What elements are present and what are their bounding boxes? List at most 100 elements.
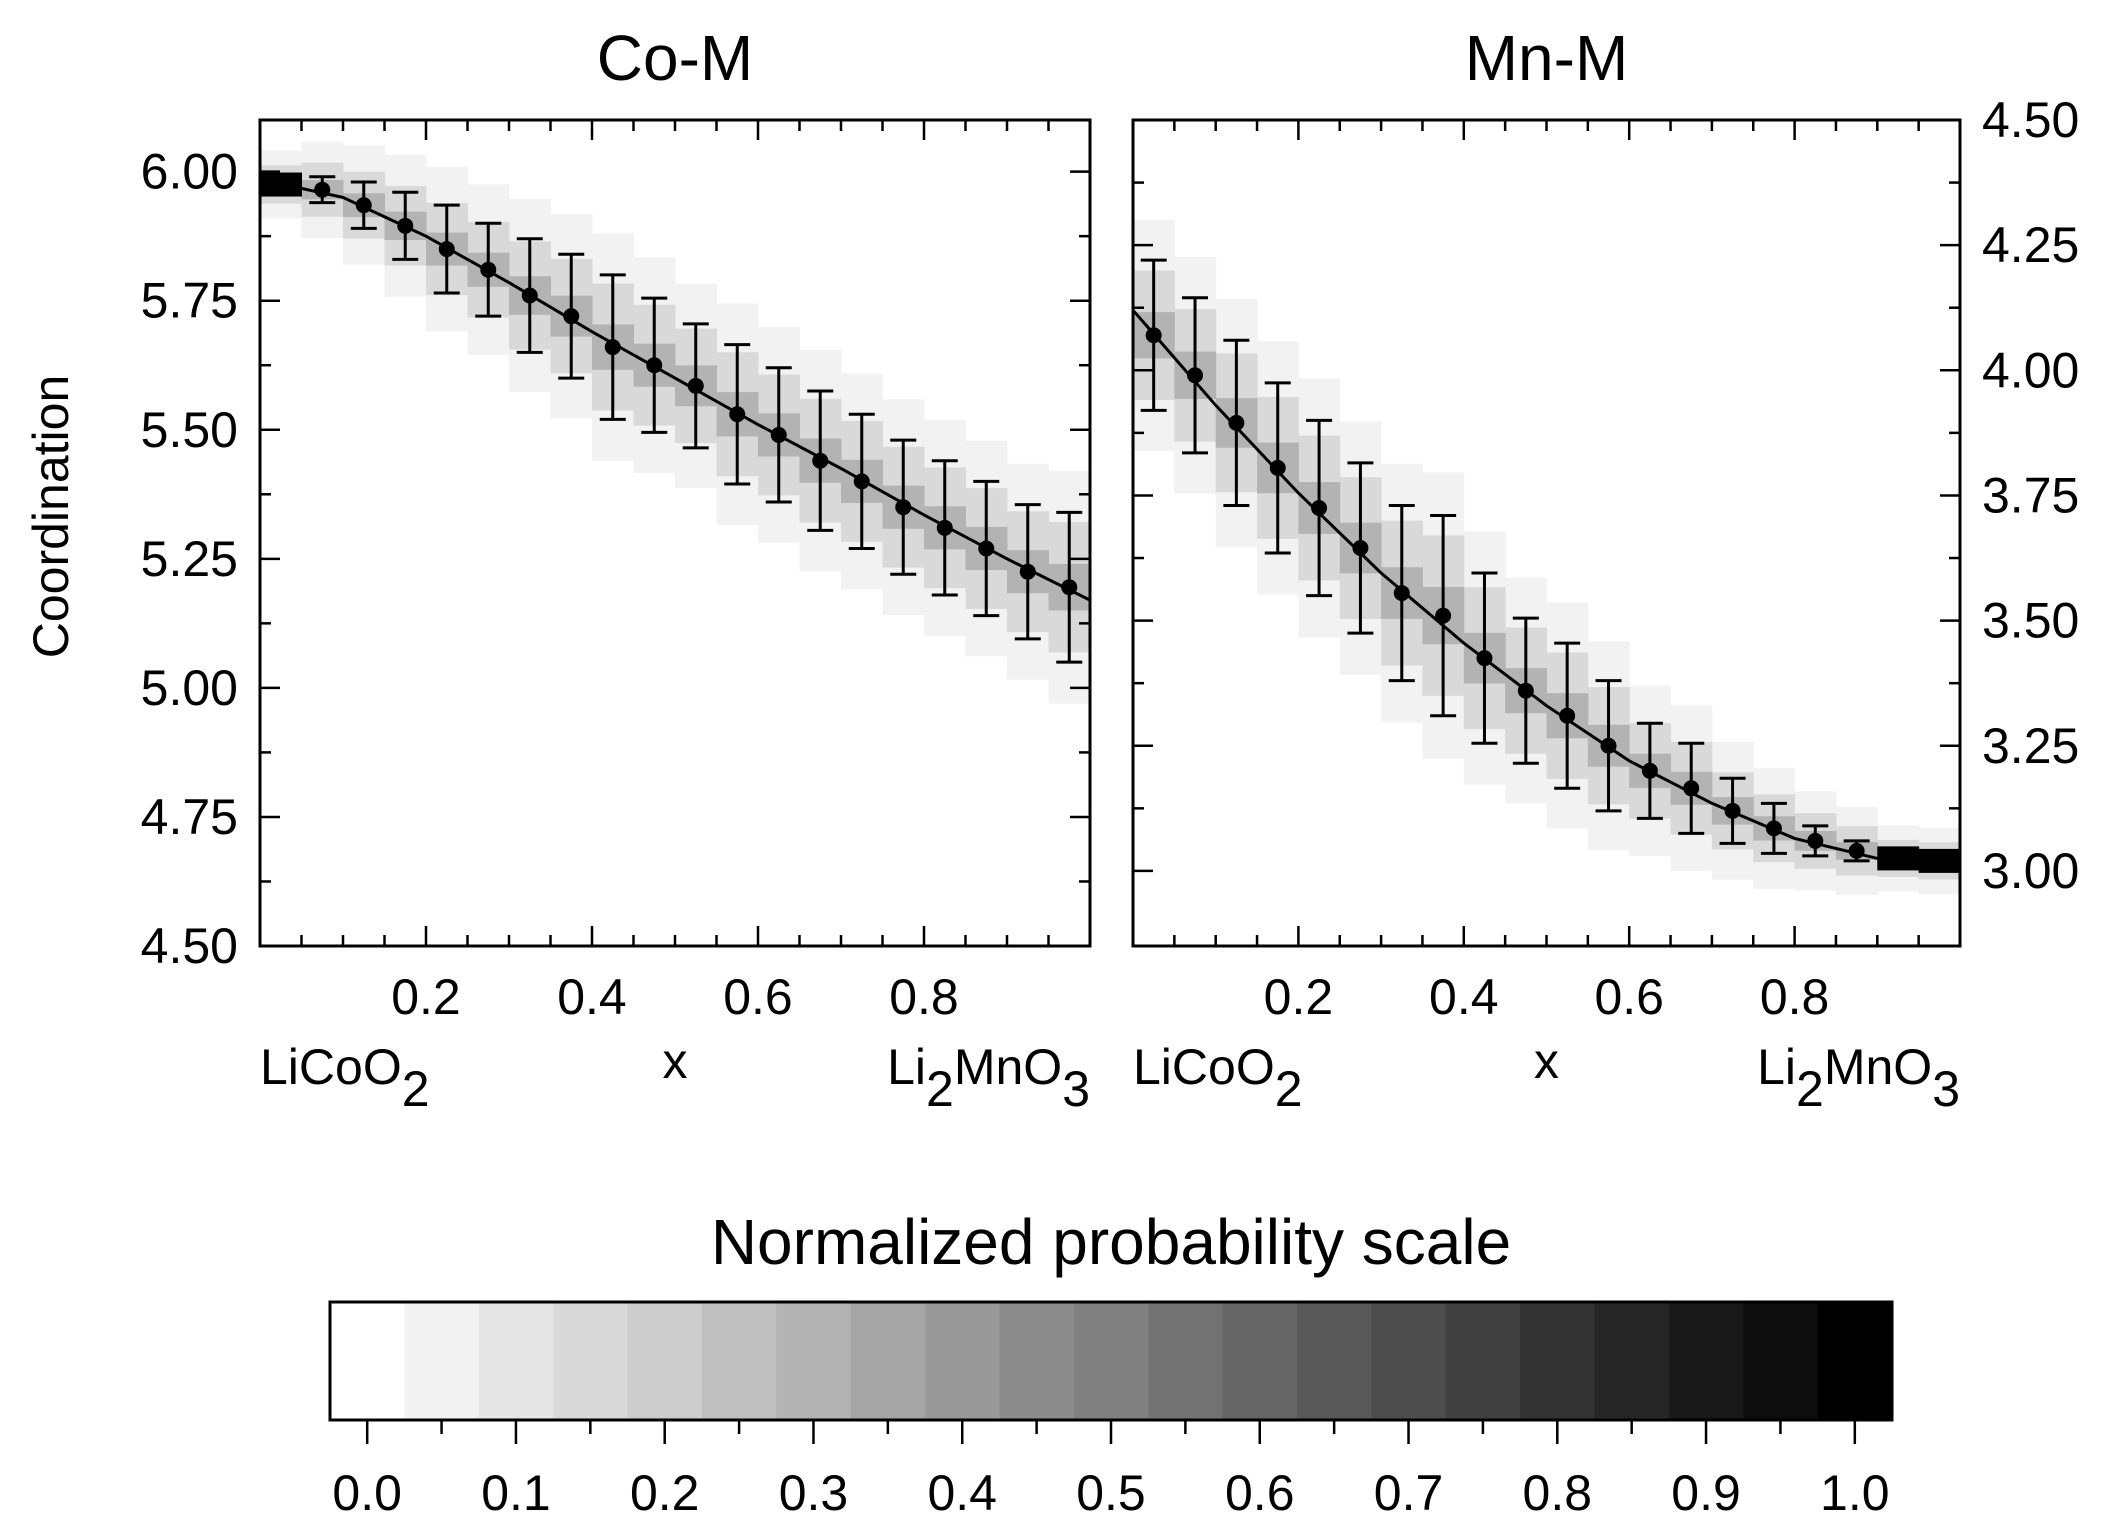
x-end-label-left-main: LiCoO xyxy=(1133,1039,1275,1095)
data-point xyxy=(1889,850,1906,867)
panel-title: Mn-M xyxy=(1465,22,1629,94)
colorbar-step xyxy=(1445,1302,1521,1420)
data-point xyxy=(272,176,289,193)
x-end-label-right: Li2MnO3 xyxy=(1757,1039,1960,1117)
x-tick-label: 0.4 xyxy=(557,969,627,1025)
data-point xyxy=(1683,780,1700,797)
data-point xyxy=(480,261,497,278)
y-tick-label: 4.75 xyxy=(141,789,238,845)
data-point xyxy=(1187,367,1204,384)
y-axis-label: Coordination xyxy=(23,375,79,659)
data-point xyxy=(1352,540,1369,557)
y-tick-label: 5.25 xyxy=(141,531,238,587)
colorbar-tick-label: 0.7 xyxy=(1374,1465,1444,1521)
data-point xyxy=(978,540,995,557)
data-point xyxy=(1228,414,1245,431)
data-point xyxy=(1145,327,1162,344)
data-point xyxy=(729,406,746,423)
colorbar-step xyxy=(478,1302,554,1420)
data-point xyxy=(521,287,538,304)
colorbar-step xyxy=(1073,1302,1149,1420)
colorbar-tick-label: 0.9 xyxy=(1671,1465,1741,1521)
colorbar-step xyxy=(404,1302,480,1420)
colorbar-tick-label: 0.5 xyxy=(1076,1465,1146,1521)
colorbar-step xyxy=(1520,1302,1596,1420)
colorbar-tick-label: 0.8 xyxy=(1523,1465,1593,1521)
colorbar-tick-label: 1.0 xyxy=(1820,1465,1890,1521)
data-point xyxy=(1559,707,1576,724)
x-end-label-right: Li2MnO3 xyxy=(887,1039,1090,1117)
data-point xyxy=(1311,499,1328,516)
data-point xyxy=(397,217,414,234)
x-tick-label: 0.8 xyxy=(889,969,959,1025)
y-tick-label: 5.00 xyxy=(141,660,238,716)
data-point xyxy=(1931,852,1948,869)
x-tick-label: 0.2 xyxy=(391,969,461,1025)
data-point xyxy=(1848,842,1865,859)
x-end-label-right-sub1: 2 xyxy=(1796,1061,1824,1117)
colorbar-tick-label: 0.0 xyxy=(332,1465,402,1521)
y-tick-label: 3.75 xyxy=(1982,467,2079,523)
colorbar-step xyxy=(1371,1302,1447,1420)
x-tick-label: 0.6 xyxy=(1594,969,1664,1025)
density-map xyxy=(260,141,1091,704)
x-axis-label: x xyxy=(663,1033,688,1089)
data-point xyxy=(687,377,704,394)
colorbar-step xyxy=(1222,1302,1298,1420)
x-end-label-left-sub: 2 xyxy=(1275,1061,1303,1117)
data-point xyxy=(355,197,372,214)
y-tick-label: 5.50 xyxy=(141,402,238,458)
x-tick-label: 0.2 xyxy=(1264,969,1334,1025)
colorbar-step xyxy=(999,1302,1075,1420)
y-tick-label: 4.50 xyxy=(1982,92,2079,148)
colorbar-step xyxy=(1148,1302,1224,1420)
y-tick-label: 3.25 xyxy=(1982,718,2079,774)
colorbar-title: Normalized probability scale xyxy=(711,1206,1511,1278)
y-tick-label: 4.00 xyxy=(1982,342,2079,398)
data-point xyxy=(1019,563,1036,580)
panel-title: Co-M xyxy=(597,22,753,94)
data-point xyxy=(1765,820,1782,837)
x-end-label-right-main1: Li xyxy=(887,1039,926,1095)
colorbar-tick-label: 0.2 xyxy=(630,1465,700,1521)
fit-curve xyxy=(1131,309,1961,865)
x-tick-label: 0.6 xyxy=(723,969,793,1025)
data-point xyxy=(604,339,621,356)
colorbar-tick-label: 0.3 xyxy=(779,1465,849,1521)
data-point xyxy=(1807,832,1824,849)
density-map xyxy=(1133,219,1961,895)
x-end-label-right-main2: MnO xyxy=(1824,1039,1932,1095)
x-end-label-right-sub2: 3 xyxy=(1062,1061,1090,1117)
colorbar-step xyxy=(1743,1302,1819,1420)
data-point xyxy=(853,473,870,490)
x-end-label-right-sub2: 3 xyxy=(1932,1061,1960,1117)
colorbar-step xyxy=(925,1302,1001,1420)
colorbar-step xyxy=(1668,1302,1744,1420)
x-tick-label: 0.8 xyxy=(1760,969,1830,1025)
x-end-label-right-main2: MnO xyxy=(954,1039,1062,1095)
data-point xyxy=(1724,802,1741,819)
y-tick-label: 4.25 xyxy=(1982,217,2079,273)
data-point xyxy=(812,452,829,469)
y-tick-label: 5.75 xyxy=(141,273,238,329)
x-end-label-left-main: LiCoO xyxy=(260,1039,402,1095)
data-point xyxy=(1269,459,1286,476)
colorbar-step xyxy=(850,1302,926,1420)
data-point xyxy=(563,308,580,325)
colorbar-step xyxy=(627,1302,703,1420)
colorbar-step xyxy=(776,1302,852,1420)
y-tick-label: 6.00 xyxy=(141,144,238,200)
colorbar-step xyxy=(553,1302,629,1420)
data-point xyxy=(1476,650,1493,667)
data-point xyxy=(646,357,663,374)
x-tick-label: 0.4 xyxy=(1429,969,1499,1025)
colorbar-tick-label: 0.4 xyxy=(927,1465,997,1521)
x-axis-label: x xyxy=(1534,1033,1559,1089)
colorbar-step xyxy=(701,1302,777,1420)
data-point xyxy=(314,181,331,198)
data-point xyxy=(1393,585,1410,602)
data-point xyxy=(438,241,455,258)
x-end-label-left: LiCoO2 xyxy=(1133,1039,1303,1117)
